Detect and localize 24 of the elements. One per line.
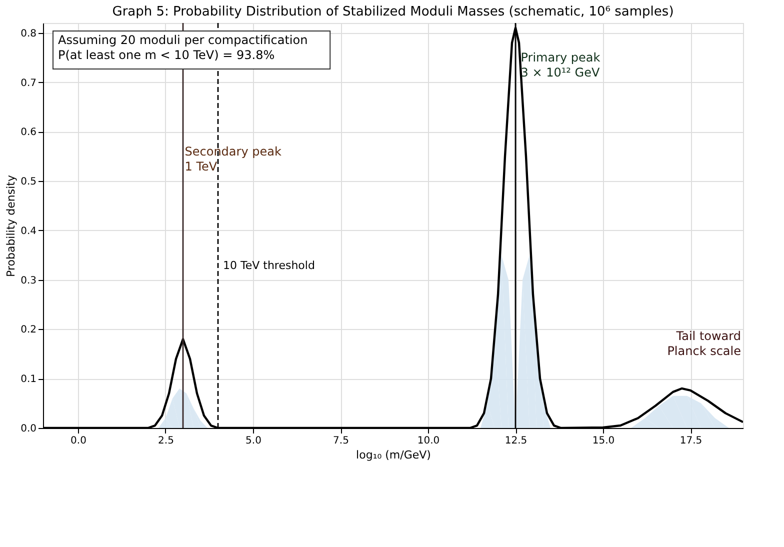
x-tick-label: 10.0 [417,436,440,446]
x-tick-label: 15.0 [592,436,615,446]
y-tick-label: 0.0 [20,424,36,434]
y-tick-label: 0.7 [20,78,36,89]
y-tick-label: 0.3 [20,275,36,286]
x-tick-label: 0.0 [70,436,86,446]
x-tick-label: 17.5 [680,436,702,446]
y-tick-label: 0.6 [20,127,36,138]
x-tick-label: 5.0 [246,436,262,446]
y-axis-title: Probability density [4,174,18,277]
annotation: Secondary peak 1 TeV [184,144,282,174]
y-tick-label: 0.1 [20,374,36,386]
x-tick-label: 7.5 [333,436,349,446]
y-tick-label: 0.5 [20,176,36,188]
ref-line-label: 10 TeV threshold [223,259,315,272]
x-tick-label: 2.5 [158,436,174,446]
annotation: Tail toward Planck scale [667,328,741,358]
x-tick-label: 12.5 [504,436,528,446]
x-axis-title: log₁₀ (m/GeV) [356,448,431,462]
y-tick-label: 0.8 [20,28,36,40]
y-tick-label: 0.4 [20,226,36,237]
y-tick-label: 0.2 [20,324,36,336]
chart-title: Graph 5: Probability Distribution of Stabilized Moduli Masses (schematic, 10⁶ samples) [112,4,674,20]
annotation: Assuming 20 moduli per compactification P(at least one m < 10 TeV) = 93.8% [58,33,308,62]
